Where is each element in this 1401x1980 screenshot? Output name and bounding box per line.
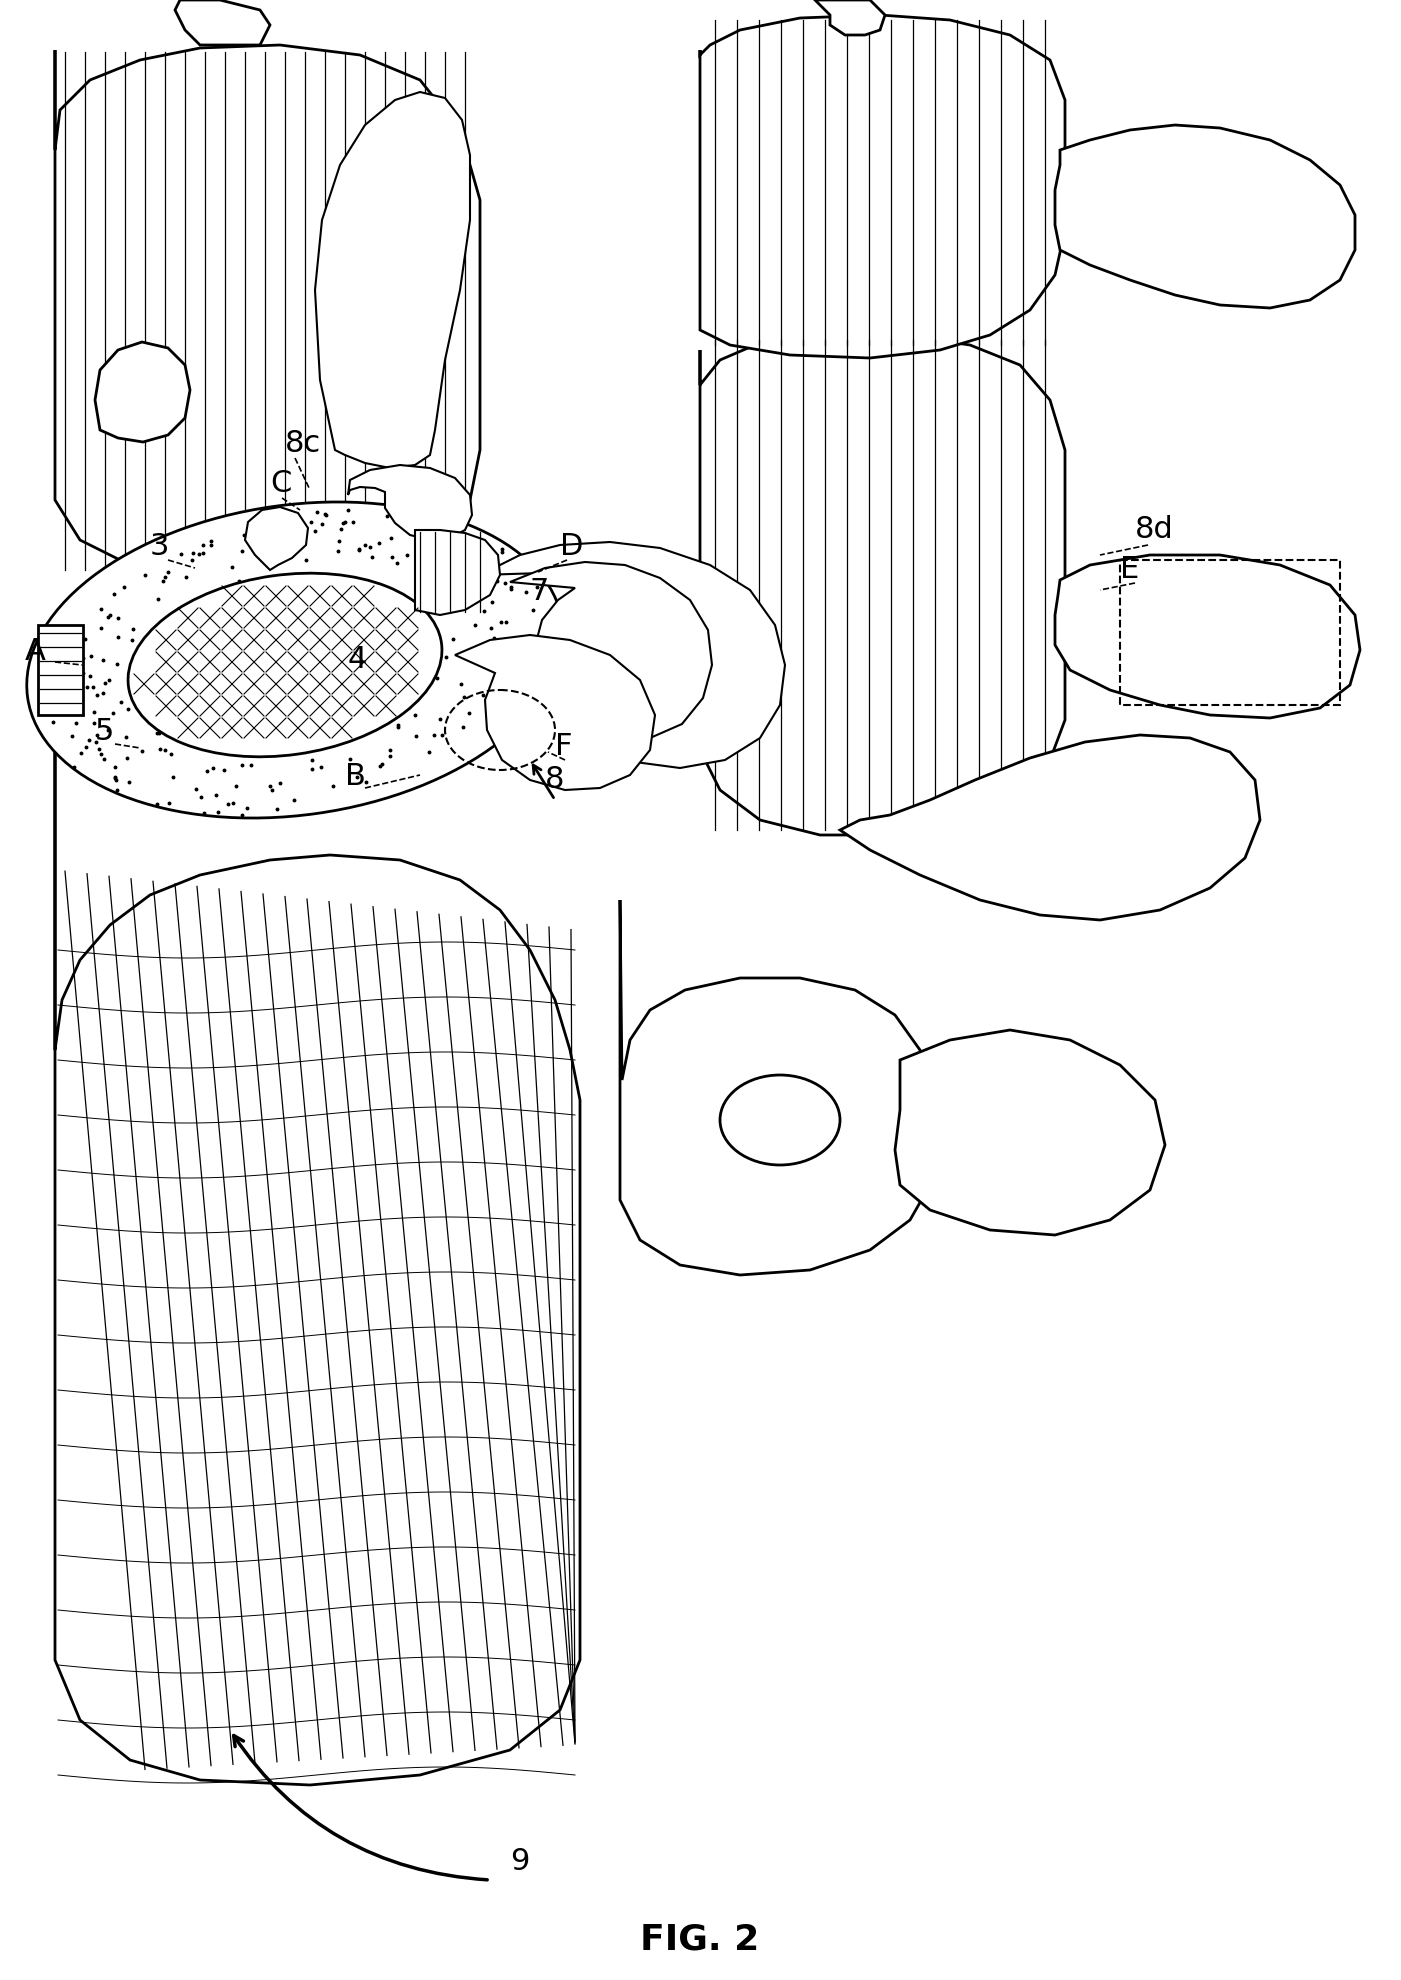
Polygon shape <box>621 901 934 1275</box>
Text: 7: 7 <box>530 576 549 606</box>
Polygon shape <box>55 46 481 574</box>
Polygon shape <box>841 735 1259 921</box>
Text: F: F <box>555 733 573 760</box>
Text: FIG. 2: FIG. 2 <box>640 1923 759 1956</box>
Text: 8d: 8d <box>1135 515 1174 545</box>
Polygon shape <box>95 343 191 442</box>
Polygon shape <box>1055 554 1360 719</box>
Polygon shape <box>481 543 785 768</box>
Polygon shape <box>347 465 472 541</box>
Polygon shape <box>1055 125 1355 309</box>
Text: 9: 9 <box>510 1847 530 1875</box>
Text: 4: 4 <box>347 645 367 673</box>
Bar <box>38 626 83 715</box>
Bar <box>1119 560 1339 705</box>
Polygon shape <box>895 1030 1166 1236</box>
Polygon shape <box>455 636 656 790</box>
Text: 8: 8 <box>545 764 565 794</box>
Text: B: B <box>345 762 366 790</box>
Text: E: E <box>1119 554 1139 584</box>
Ellipse shape <box>720 1075 841 1164</box>
Text: 8c: 8c <box>284 430 321 457</box>
Text: C: C <box>270 469 291 499</box>
Ellipse shape <box>127 572 441 756</box>
Ellipse shape <box>27 503 563 818</box>
Polygon shape <box>55 649 580 1786</box>
Polygon shape <box>415 531 500 616</box>
Text: 3: 3 <box>150 533 170 560</box>
Polygon shape <box>245 507 308 570</box>
Text: A: A <box>25 638 46 665</box>
Polygon shape <box>815 0 885 36</box>
Text: D: D <box>560 533 583 560</box>
Polygon shape <box>510 562 712 742</box>
Text: 5: 5 <box>95 717 115 746</box>
Polygon shape <box>175 0 270 46</box>
Polygon shape <box>315 91 469 467</box>
Polygon shape <box>700 16 1065 358</box>
Polygon shape <box>700 335 1065 836</box>
